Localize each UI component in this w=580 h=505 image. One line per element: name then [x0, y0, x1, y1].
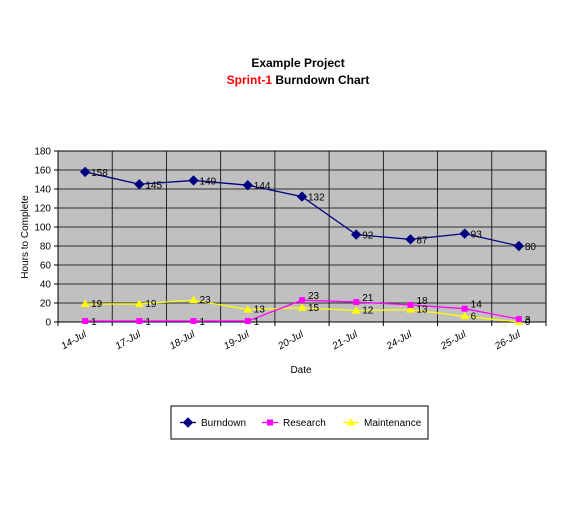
burndown-data-label: 149 [200, 176, 217, 187]
research-data-label: 18 [416, 296, 428, 307]
maintenance-data-label: 19 [91, 299, 103, 310]
sprint-label: Sprint-1 [227, 73, 273, 87]
subtitle-rest: Burndown Chart [272, 73, 369, 87]
x-tick-label: 24-Jul [384, 329, 415, 353]
burndown-point [188, 175, 199, 186]
research-data-label: 14 [471, 300, 483, 311]
burndown-data-label: 93 [471, 230, 483, 241]
maintenance-point [351, 306, 361, 314]
burndown-point [351, 229, 362, 240]
maintenance-point [406, 305, 415, 313]
maintenance-data-label: 15 [308, 303, 320, 314]
series [79, 166, 525, 325]
research-point [461, 305, 468, 312]
burndown-data-label: 144 [254, 181, 271, 192]
burndown-point [79, 166, 91, 178]
research-data-label: 3 [525, 315, 531, 326]
burndown-point [513, 240, 525, 252]
research-point [190, 318, 197, 325]
x-tick-label: 18-Jul [168, 329, 198, 353]
research-data-label: 1 [91, 317, 97, 328]
research-point [299, 297, 305, 304]
plot-border [57, 150, 547, 323]
maintenance-data-label: 23 [200, 295, 212, 306]
burndown-data-label: 132 [308, 193, 325, 204]
y-tick-label: 40 [40, 280, 52, 291]
legend-maintenance-label: Maintenance [364, 418, 422, 429]
research-data-label: 23 [308, 291, 320, 302]
chart-subtitle: Sprint-1 Burndown Chart [227, 73, 370, 87]
maintenance-point [80, 299, 90, 307]
maintenance-data-label: 6 [471, 311, 477, 322]
chart-title: Example Project [251, 56, 344, 70]
y-tick-label: 120 [34, 204, 51, 215]
maintenance-point [134, 299, 144, 307]
maintenance-data-label: 12 [362, 306, 374, 317]
legend-burndown-label: Burndown [201, 418, 246, 429]
y-tick-label: 100 [34, 223, 51, 234]
x-tick-label: 25-Jul [438, 329, 469, 353]
research-data-label: 21 [362, 293, 374, 304]
legend-box [170, 405, 429, 440]
legend-maintenance-marker [346, 418, 356, 426]
y-tick-label: 180 [34, 147, 51, 158]
burndown-data-label: 158 [91, 168, 108, 179]
research-point [136, 318, 143, 325]
burndown-point [459, 228, 470, 239]
burndown-data-label: 92 [362, 231, 374, 242]
maintenance-point [297, 303, 307, 311]
legend-research-label: Research [283, 418, 326, 429]
maintenance-point [460, 311, 470, 320]
research-point [353, 299, 360, 306]
maintenance-data-label: 0 [525, 317, 531, 328]
maintenance-point [243, 305, 253, 313]
burndown-point [405, 234, 416, 245]
research-data-label: 1 [145, 317, 151, 328]
y-tick-label: 0 [45, 318, 51, 329]
legend: Burndown Research Maintenance [170, 405, 429, 440]
research-point [407, 301, 414, 308]
burndown-point [242, 179, 253, 191]
y-tick-label: 160 [34, 166, 51, 177]
y-axis-label: Hours to Complete [20, 195, 31, 279]
y-tick-label: 80 [40, 242, 52, 253]
research-data-label: 1 [200, 317, 206, 328]
maintenance-data-label: 13 [254, 305, 266, 316]
x-tick-label: 17-Jul [114, 329, 144, 353]
maintenance-point [189, 295, 198, 304]
x-tick-label: 20-Jul [276, 329, 307, 353]
burndown-point [296, 191, 308, 202]
data-labels: 158 145 149 144 132 92 87 93 80 1 1 1 1 23 21 18 14 3 19 19… [91, 168, 536, 328]
x-tick-label: 26-Jul [492, 329, 523, 353]
y-tick-label: 20 [40, 299, 52, 310]
legend-research-marker [267, 419, 273, 426]
research-data-label: 1 [254, 317, 260, 328]
burndown-point [134, 179, 145, 190]
research-point [244, 318, 251, 325]
legend-burndown-marker [182, 417, 194, 428]
y-tick-label: 60 [40, 261, 52, 272]
burndown-data-label: 87 [416, 235, 428, 246]
y-tick-label: 140 [34, 185, 51, 196]
research-point [82, 318, 89, 325]
x-tick-label: 14-Jul [60, 329, 90, 353]
maintenance-data-label: 13 [416, 305, 428, 316]
x-axis-label: Date [290, 365, 312, 376]
x-tick-label: 19-Jul [222, 329, 252, 353]
burndown-data-label: 145 [145, 180, 162, 191]
x-tick-label: 21-Jul [330, 329, 361, 353]
research-point [515, 316, 522, 323]
maintenance-data-label: 19 [145, 299, 157, 310]
burndown-data-label: 80 [525, 242, 537, 253]
